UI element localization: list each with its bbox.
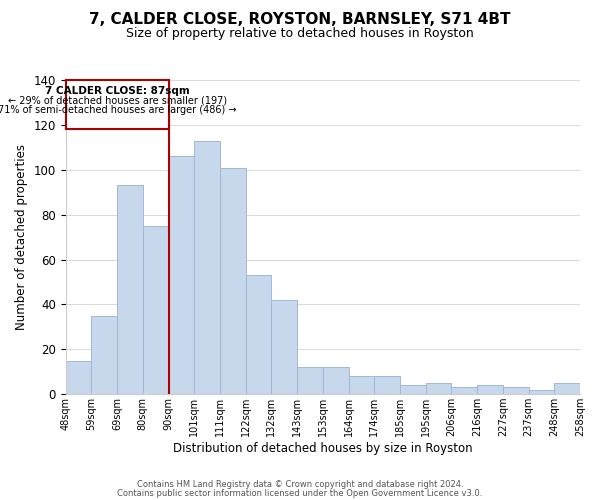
Bar (143, 226, 169, 394)
Bar (451, 388, 477, 394)
Bar (117, 186, 143, 394)
Bar (425, 383, 451, 394)
Bar (349, 376, 374, 394)
Text: Contains HM Land Registry data © Crown copyright and database right 2024.: Contains HM Land Registry data © Crown c… (137, 480, 463, 489)
Text: ← 29% of detached houses are smaller (197): ← 29% of detached houses are smaller (19… (8, 96, 227, 106)
Bar (477, 385, 503, 394)
Bar (65, 80, 169, 130)
Text: 7, CALDER CLOSE, ROYSTON, BARNSLEY, S71 4BT: 7, CALDER CLOSE, ROYSTON, BARNSLEY, S71 … (89, 12, 511, 28)
Bar (374, 376, 400, 394)
Bar (271, 300, 297, 394)
Bar (91, 316, 117, 394)
Text: 71% of semi-detached houses are larger (486) →: 71% of semi-detached houses are larger (… (0, 104, 236, 115)
X-axis label: Distribution of detached houses by size in Royston: Distribution of detached houses by size … (173, 442, 473, 455)
Bar (529, 390, 554, 394)
Text: 7 CALDER CLOSE: 87sqm: 7 CALDER CLOSE: 87sqm (45, 86, 190, 96)
Text: Size of property relative to detached houses in Royston: Size of property relative to detached ho… (126, 28, 474, 40)
Bar (245, 275, 271, 394)
Bar (65, 360, 91, 394)
Bar (554, 383, 580, 394)
Y-axis label: Number of detached properties: Number of detached properties (15, 144, 28, 330)
Bar (323, 367, 349, 394)
Bar (169, 156, 194, 394)
Bar (297, 367, 323, 394)
Bar (400, 385, 425, 394)
Bar (194, 140, 220, 394)
Text: Contains public sector information licensed under the Open Government Licence v3: Contains public sector information licen… (118, 488, 482, 498)
Bar (503, 388, 529, 394)
Bar (220, 168, 245, 394)
